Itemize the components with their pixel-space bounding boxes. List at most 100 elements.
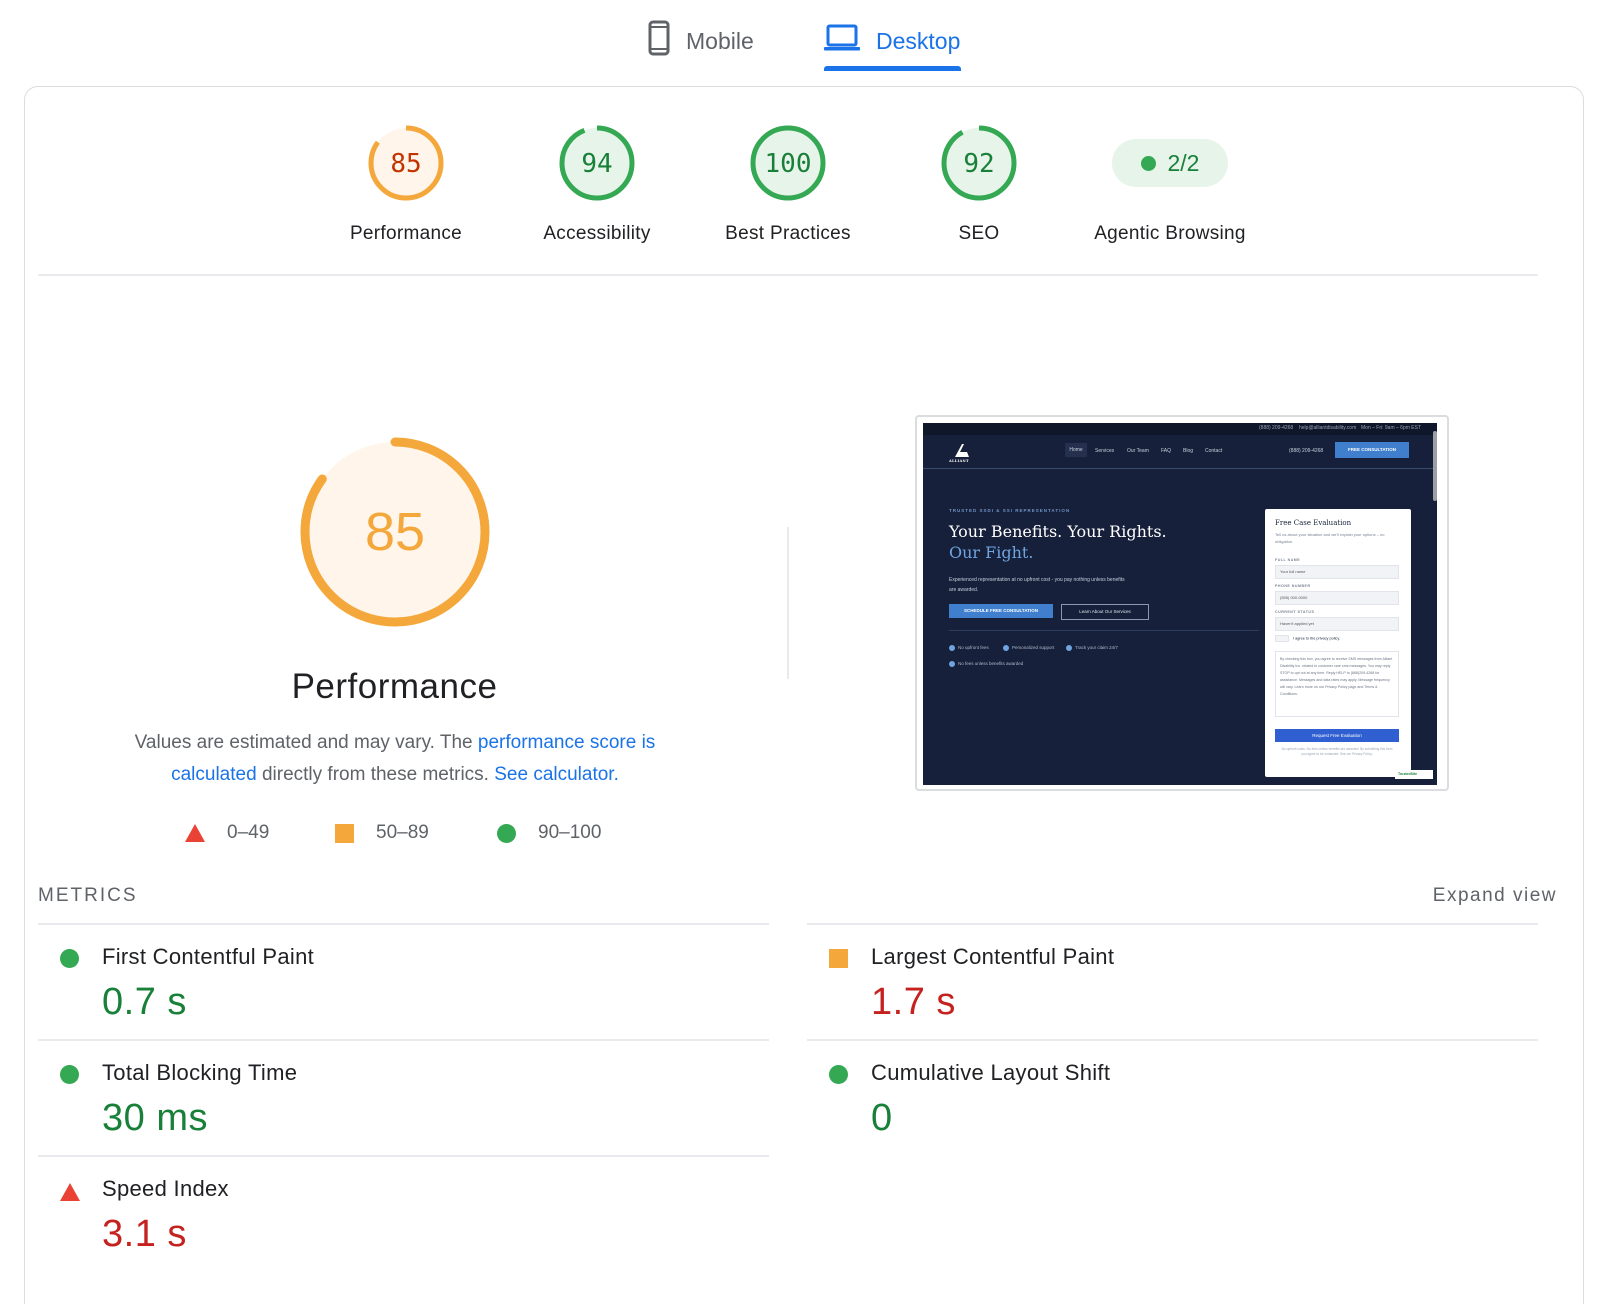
gauge-label: Accessibility [543, 223, 651, 244]
ss-nav: ALLIANT Home Services Our Team FAQ Blog … [923, 435, 1437, 469]
metric-value: 1.7 s [871, 981, 956, 1023]
ss-topbar-email: help@alliantdisability.com [1299, 425, 1357, 431]
ss-form-footer: No upfront costs. No fees unless benefit… [1281, 747, 1393, 756]
check-icon [949, 645, 955, 651]
ss-primary-button: SCHEDULE FREE CONSULTATION [949, 604, 1053, 618]
ss-divider [949, 630, 1259, 631]
ss-logo: ALLIANT [949, 441, 973, 463]
agentic-score-pill: 2/2 [1112, 139, 1228, 187]
ss-check-item: No fees unless benefits awarded [949, 661, 1023, 667]
pass-circle-icon [60, 949, 79, 968]
metric-label: Largest Contentful Paint [871, 944, 1115, 969]
ss-check-item: Track your claim 24/7 [1066, 645, 1118, 651]
laptop-icon [824, 24, 860, 58]
ss-form-label: CURRENT STATUS [1275, 610, 1315, 614]
report-card: 85 Performance 94 Accessibility 100 Best… [24, 86, 1584, 1304]
ss-secondary-button: Learn About Our Services [1061, 604, 1149, 620]
legend-average: 50–89 [335, 822, 429, 844]
ss-nav-faq: FAQ [1161, 448, 1172, 454]
ss-subtext: Experienced representation at no upfront… [949, 577, 1125, 593]
performance-big-score: 85 [365, 502, 425, 562]
ss-form-subtitle: Tell us about your situation and we'll e… [1275, 532, 1385, 544]
final-screenshot[interactable]: (888) 209-4268 help@alliantdisability.co… [915, 415, 1449, 791]
tab-desktop-label: Desktop [876, 27, 961, 54]
ss-scrollbar [1433, 431, 1437, 501]
tab-desktop[interactable]: Desktop [824, 12, 960, 70]
expand-view-toggle[interactable]: Expand view [1432, 885, 1557, 906]
metric-cls: Cumulative Layout Shift 0 [807, 1039, 1538, 1155]
ss-topbar-hours: Mon – Fri: 9am – 6pm EST [1361, 425, 1422, 431]
performance-score-link[interactable]: performance score is calculated [171, 732, 656, 785]
ss-form-label: PHONE NUMBER [1275, 584, 1311, 588]
legend-pass: 90–100 [497, 822, 601, 844]
ss-form-consent: I agree to the privacy policy. [1275, 635, 1340, 642]
category-gauges: 85 Performance 94 Accessibility 100 Best… [25, 123, 1585, 263]
ss-nav-services: Services [1095, 448, 1115, 454]
ss-check-item: No upfront fees [949, 645, 989, 651]
metric-value: 0.7 s [102, 981, 187, 1023]
metric-value: 3.1 s [102, 1213, 187, 1255]
performance-description: Values are estimated and may vary. The p… [105, 727, 685, 791]
ss-form-submit: Request Free Evaluation [1275, 729, 1399, 742]
ss-nav-contact: Contact [1205, 448, 1223, 454]
metric-label: Cumulative Layout Shift [871, 1060, 1111, 1085]
see-calculator-link[interactable]: See calculator. [494, 764, 619, 785]
score-legend: 0–49 50–89 90–100 [185, 822, 645, 852]
ss-headline-accent: Our Fight. [949, 543, 1034, 562]
agentic-score: 2/2 [1167, 149, 1200, 176]
gauge-accessibility[interactable]: 94 Accessibility [502, 123, 692, 245]
gauge-label: Performance [349, 223, 463, 244]
best-practices-gauge-ring: 100 [750, 125, 826, 201]
vertical-divider [787, 527, 789, 679]
performance-title: Performance [291, 667, 498, 706]
ss-form-status-select: Haven't applied yet [1275, 617, 1399, 631]
ss-nav-blog: Blog [1183, 448, 1194, 454]
gauge-score: 85 [390, 149, 421, 179]
ss-check-item: Personalized support [1003, 645, 1054, 651]
gauge-best-practices[interactable]: 100 Best Practices [693, 123, 883, 245]
ss-form-label: FULL NAME [1275, 558, 1301, 562]
gauge-agentic-browsing[interactable]: 2/2 Agentic Browsing [1075, 123, 1265, 245]
metric-value: 30 ms [102, 1097, 208, 1139]
ss-trust-badge: TrustedSite [1395, 770, 1433, 779]
ss-logo-text: ALLIANT [949, 459, 969, 463]
gauge-score: 92 [963, 149, 994, 179]
check-icon [949, 661, 955, 667]
ss-form-phone-input: (555) 000-0000 [1275, 591, 1399, 605]
tab-mobile-label: Mobile [686, 27, 754, 54]
ss-topbar: (888) 209-4268 help@alliantdisability.co… [923, 423, 1437, 435]
metric-label: Total Blocking Time [102, 1060, 298, 1085]
average-square-icon [335, 823, 354, 843]
accessibility-gauge-ring: 94 [559, 125, 635, 201]
performance-gauge-ring: 85 [368, 125, 444, 201]
average-square-icon [829, 949, 848, 968]
metric-label: First Contentful Paint [102, 944, 315, 969]
screenshot-page: (888) 209-4268 help@alliantdisability.co… [923, 423, 1437, 785]
fail-triangle-icon [185, 824, 205, 842]
gauge-label: Agentic Browsing [1094, 223, 1246, 244]
metric-fcp: First Contentful Paint 0.7 s [38, 923, 769, 1039]
legend-average-label: 50–89 [376, 822, 429, 843]
performance-big-gauge: 85 [300, 437, 490, 627]
gauge-score: 100 [765, 149, 812, 179]
metrics-header: METRICS [38, 885, 138, 906]
desc-text: directly from these metrics. [256, 764, 495, 785]
performance-big-ring [300, 437, 490, 627]
gauge-seo[interactable]: 92 SEO [884, 123, 1074, 245]
gauge-label: Best Practices [725, 223, 851, 244]
metric-tbt: Total Blocking Time 30 ms [38, 1039, 769, 1155]
desc-text: Values are estimated and may vary. The [134, 732, 478, 753]
ss-headline: Your Benefits. Your Rights. [949, 522, 1167, 541]
legend-fail: 0–49 [185, 822, 269, 844]
legend-fail-label: 0–49 [227, 822, 270, 843]
tab-mobile[interactable]: Mobile [648, 12, 754, 70]
gauge-performance[interactable]: 85 Performance [311, 123, 501, 245]
ss-topbar-phone: (888) 209-4268 [1259, 425, 1294, 431]
pass-circle-icon [60, 1065, 79, 1084]
ss-evaluation-form: Free Case Evaluation Tell us about your … [1265, 509, 1411, 777]
seo-gauge-ring: 92 [941, 125, 1017, 201]
metric-speed-index: Speed Index 3.1 s [38, 1155, 769, 1271]
phone-icon [648, 20, 670, 62]
ss-eyebrow: TRUSTED SSDI & SSI REPRESENTATION [949, 508, 1071, 513]
checkbox-icon [1275, 635, 1289, 642]
